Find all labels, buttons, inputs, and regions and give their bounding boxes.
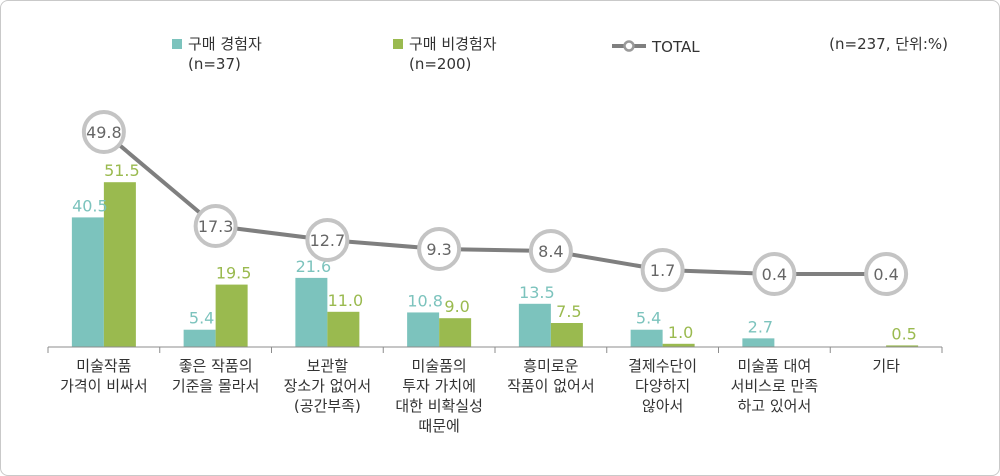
total-marker-4 <box>528 229 573 273</box>
label-non-experienced-1: 19.5 <box>216 264 252 283</box>
legend-label-non-experienced: 구매 비경험자 <box>409 35 497 53</box>
bar-non-experienced-7 <box>886 345 919 347</box>
total-label-7: 0.4 <box>873 265 898 284</box>
label-experienced-5: 5.4 <box>636 309 661 328</box>
bar-experienced-4 <box>518 303 551 347</box>
category-label-line: 흥미로운 <box>523 357 578 375</box>
legend-n-experienced: (n=37) <box>188 55 241 73</box>
total-marker-6 <box>752 252 797 296</box>
total-marker-0 <box>81 110 126 154</box>
bar-experienced-2 <box>295 277 328 347</box>
legend-label-experienced: 구매 경험자 <box>188 35 262 53</box>
bar-non-experienced-1 <box>215 284 248 347</box>
total-label-0: 49.8 <box>86 123 122 142</box>
label-experienced-4: 13.5 <box>519 283 555 302</box>
bar-non-experienced-4 <box>550 323 583 347</box>
total-line <box>102 130 887 276</box>
category-label-line: 작품이 없어서 <box>507 377 595 395</box>
category-label-line: 가격이 비싸서 <box>60 377 148 395</box>
bar-non-experienced-3 <box>439 318 472 347</box>
legend-swatch-non-experienced <box>393 39 403 49</box>
legend-marker-total <box>623 40 635 52</box>
bar-experienced-1 <box>183 329 216 347</box>
bar-non-experienced-0 <box>103 182 136 347</box>
bar-non-experienced-5 <box>662 343 695 347</box>
label-non-experienced-2: 11.0 <box>328 291 364 310</box>
total-marker-5 <box>640 248 685 292</box>
category-label-line: 미술품의 <box>412 357 467 375</box>
bar-experienced-3 <box>407 312 440 347</box>
total-label-6: 0.4 <box>762 265 787 284</box>
label-experienced-3: 10.8 <box>407 291 443 310</box>
label-experienced-0: 40.5 <box>72 196 108 215</box>
total-marker-7 <box>864 252 909 296</box>
legend-swatch-experienced <box>172 39 182 49</box>
bar-experienced-0 <box>71 217 104 347</box>
category-label-line: 때문에 <box>418 417 459 435</box>
total-label-2: 12.7 <box>310 231 346 250</box>
bar-experienced-6 <box>742 338 775 347</box>
category-label-line: 다양하지 <box>635 377 690 395</box>
legend-label-total: TOTAL <box>651 38 700 56</box>
category-label-line: 서비스로 만족 <box>731 377 819 395</box>
category-label-line: 투자 가치에 <box>402 377 476 395</box>
total-marker-1 <box>193 204 238 248</box>
category-label-line: 않아서 <box>642 397 683 415</box>
category-label-line: 대한 비확실성 <box>395 397 483 415</box>
label-non-experienced-7: 0.5 <box>891 324 916 343</box>
category-label-line: 보관할 <box>307 357 349 375</box>
total-label-4: 8.4 <box>538 242 563 261</box>
category-label-line: 결제수단이 <box>628 357 697 375</box>
label-experienced-2: 21.6 <box>296 257 332 276</box>
unit-note: (n=237, 단위:%) <box>829 35 948 53</box>
category-label-7: 기타 <box>872 357 900 375</box>
total-label-5: 1.7 <box>650 261 675 280</box>
total-label-1: 17.3 <box>198 217 234 236</box>
label-non-experienced-0: 51.5 <box>104 161 140 180</box>
label-non-experienced-5: 1.0 <box>668 323 693 342</box>
label-experienced-6: 2.7 <box>748 317 773 336</box>
category-label-line: 미술작품 <box>76 357 131 375</box>
category-label-line: 미술품 대여 <box>737 357 811 375</box>
category-label-line: 기타 <box>872 357 900 375</box>
legend-n-non-experienced: (n=200) <box>409 55 471 73</box>
label-non-experienced-3: 9.0 <box>444 297 469 316</box>
total-marker-3 <box>417 227 462 271</box>
category-label-line: 기준을 몰라서 <box>172 377 260 395</box>
category-label-line: (공간부족) <box>294 397 361 415</box>
label-non-experienced-4: 7.5 <box>556 302 581 321</box>
category-label-line: 좋은 작품의 <box>179 357 253 375</box>
category-label-line: 하고 있어서 <box>737 397 811 415</box>
bar-non-experienced-2 <box>327 311 360 347</box>
label-experienced-1: 5.4 <box>189 309 214 328</box>
category-label-line: 장소가 없어서 <box>284 377 372 395</box>
bar-experienced-5 <box>630 329 663 347</box>
total-marker-2 <box>305 218 350 262</box>
total-label-3: 9.3 <box>426 240 451 259</box>
